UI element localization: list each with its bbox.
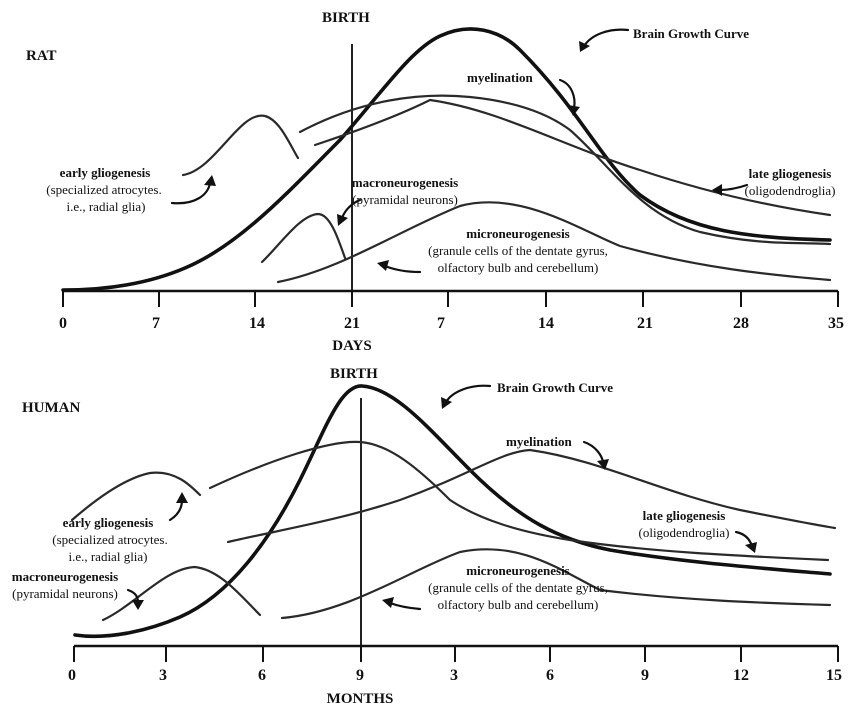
human-axis-title: MONTHS	[327, 691, 394, 707]
rat-early-gliogenesis-sub1: (specialized atrocytes.	[46, 182, 162, 197]
rat-tick-label: 21	[637, 315, 653, 332]
human-tick-label: 0	[68, 667, 76, 684]
rat-species-label: RAT	[26, 48, 57, 64]
human-tick-label: 9	[641, 667, 649, 684]
rat-tick-label: 0	[59, 315, 67, 332]
human-tick-label: 6	[258, 667, 266, 684]
human-tick-label: 9	[356, 667, 364, 684]
rat-early-gliogenesis-curve	[181, 114, 300, 177]
human-early-gliogenesis-sub2: i.e., radial glia)	[68, 549, 147, 564]
rat-microneurogenesis-sub2: olfactory bulb and cerebellum)	[438, 260, 599, 275]
human-brain-growth-curve	[73, 384, 832, 639]
human-microneurogenesis-curve	[280, 548, 832, 620]
rat-microneurogenesis-arrow	[377, 260, 422, 274]
rat-brain-growth-curve	[61, 27, 832, 292]
rat-brain-growth-arrow	[579, 28, 630, 52]
rat-late-gliogenesis-sub: (oligodendroglia)	[745, 183, 836, 198]
human-tick-label: 3	[450, 667, 458, 684]
rat-late-gliogenesis-label: late gliogenesis	[749, 166, 832, 181]
rat-tick-label: 7	[152, 315, 160, 332]
human-macroneurogenesis-arrow	[126, 588, 144, 610]
human-tick-labels: 0 3 6 9 3 6 9 12 15	[68, 667, 842, 684]
human-birth-label: BIRTH	[330, 366, 378, 382]
rat-macroneurogenesis-arrow	[337, 198, 362, 226]
rat-birth-label: BIRTH	[322, 10, 370, 26]
human-macroneurogenesis-label: macroneurogenesis	[12, 569, 118, 584]
human-microneurogenesis-arrow	[382, 597, 422, 611]
human-tick-label: 12	[733, 667, 749, 684]
human-late-gliogenesis-arrow	[734, 530, 757, 553]
human-microneurogenesis-sub1: (granule cells of the dentate gyrus,	[428, 580, 608, 595]
rat-macroneurogenesis-curve	[260, 212, 347, 264]
human-species-label: HUMAN	[22, 400, 80, 416]
rat-tick-label: 35	[828, 315, 844, 332]
rat-panel: RAT BIRTH 0 7 14 21 7 14	[26, 10, 844, 354]
human-myelination-label: myelination	[506, 434, 572, 449]
rat-microneurogenesis-label: microneurogenesis	[466, 226, 570, 241]
human-microneurogenesis-sub2: olfactory bulb and cerebellum)	[438, 597, 599, 612]
human-late-gliogenesis-curve	[208, 440, 830, 562]
human-tick-label: 6	[546, 667, 554, 684]
rat-tick-label: 14	[249, 315, 265, 332]
human-brain-growth-arrow	[441, 384, 492, 409]
rat-late-gliogenesis-curve	[313, 98, 832, 217]
human-early-gliogenesis-label: early gliogenesis	[63, 515, 154, 530]
human-early-gliogenesis-sub1: (specialized atrocytes.	[52, 532, 168, 547]
human-macroneurogenesis-curve	[101, 565, 262, 622]
rat-brain-growth-label: Brain Growth Curve	[633, 26, 749, 41]
rat-microneurogenesis-sub1: (granule cells of the dentate gyrus,	[428, 243, 608, 258]
rat-ticks	[62, 291, 839, 307]
rat-tick-label: 28	[733, 315, 749, 332]
human-early-gliogenesis-arrow	[168, 492, 188, 522]
human-brain-growth-label: Brain Growth Curve	[497, 380, 613, 395]
rat-tick-label: 21	[344, 315, 360, 332]
human-late-gliogenesis-label: late gliogenesis	[643, 508, 726, 523]
rat-myelination-curve	[298, 94, 832, 246]
rat-myelination-label: myelination	[467, 70, 533, 85]
human-ticks	[73, 646, 839, 662]
human-tick-label: 3	[159, 667, 167, 684]
human-panel: HUMAN BIRTH 0 3 6 9 3 6	[12, 366, 842, 707]
rat-early-gliogenesis-arrow	[170, 175, 216, 205]
human-tick-label: 15	[826, 667, 842, 684]
human-myelination-curve	[226, 448, 837, 544]
rat-macroneurogenesis-sub: (pyramidal neurons)	[352, 192, 458, 207]
rat-tick-label: 14	[538, 315, 554, 332]
rat-late-gliogenesis-arrow	[712, 183, 749, 196]
human-macroneurogenesis-sub: (pyramidal neurons)	[12, 586, 118, 601]
rat-macroneurogenesis-label: macroneurogenesis	[352, 175, 458, 190]
human-myelination-arrow	[582, 440, 609, 470]
rat-early-gliogenesis-sub2: i.e., radial glia)	[66, 199, 145, 214]
human-microneurogenesis-label: microneurogenesis	[466, 563, 570, 578]
rat-tick-labels: 0 7 14 21 7 14 21 28 35	[59, 315, 844, 332]
human-early-gliogenesis-curve	[70, 471, 202, 522]
rat-myelination-arrow	[558, 78, 580, 116]
rat-microneurogenesis-curve	[276, 201, 832, 284]
rat-early-gliogenesis-label: early gliogenesis	[60, 165, 151, 180]
rat-tick-label: 7	[437, 315, 445, 332]
rat-axis-title: DAYS	[332, 338, 371, 354]
human-late-gliogenesis-sub: (oligodendroglia)	[639, 525, 730, 540]
